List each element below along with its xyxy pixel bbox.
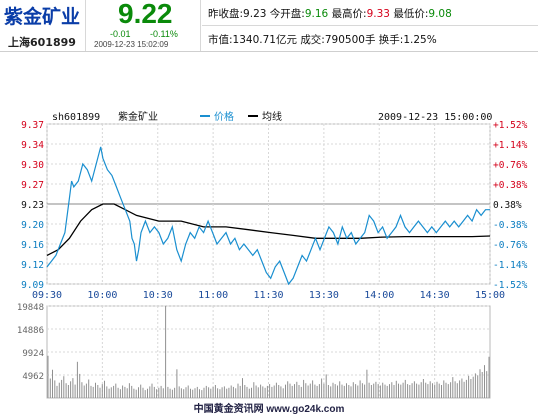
current-price: 9.22 bbox=[118, 0, 173, 29]
footer-credit: 中国黄金资讯网 www.go24k.com bbox=[193, 404, 345, 415]
percent-tick-label: +1.52% bbox=[493, 120, 528, 131]
volume-tick-label: 9924 bbox=[22, 349, 44, 359]
y-tick-label: 9.23 bbox=[21, 200, 44, 211]
high-value: 9.33 bbox=[366, 8, 390, 20]
stock-name: 紫金矿业 bbox=[4, 6, 81, 28]
stock-code: 上海601899 bbox=[8, 36, 76, 49]
y-tick-label: 9.34 bbox=[21, 140, 44, 151]
y-tick-label: 9.12 bbox=[21, 260, 44, 271]
percent-tick-label: -0.38% bbox=[493, 220, 528, 231]
stock-identity: 紫金矿业 上海601899 bbox=[0, 0, 86, 51]
low-value: 9.08 bbox=[428, 8, 452, 20]
percent-tick-label: +0.38% bbox=[493, 180, 528, 191]
turnover-label: 换手: bbox=[378, 34, 404, 46]
chart-stock-name: 紫金矿业 bbox=[118, 110, 158, 123]
percent-tick-label: 0.38% bbox=[493, 200, 522, 211]
legend-price-label: 价格 bbox=[214, 110, 234, 123]
y-tick-label: 9.27 bbox=[21, 180, 44, 191]
percent-tick-label: +0.76% bbox=[493, 160, 528, 171]
price-change: -0.01 bbox=[110, 29, 131, 39]
percent-tick-label: -1.14% bbox=[493, 260, 528, 271]
high-label: 最高价: bbox=[331, 8, 367, 20]
open-label: 今开盘: bbox=[269, 8, 305, 20]
open-value: 9.16 bbox=[304, 8, 329, 20]
x-tick-label: 11:00 bbox=[198, 290, 228, 301]
x-tick-label: 14:30 bbox=[420, 290, 450, 301]
price-change-percent: -0.11% bbox=[150, 29, 178, 39]
price-panel: 9.22 -0.01 -0.11% 2009-12-23 15:02:09 bbox=[86, 0, 201, 51]
x-tick-label: 15:00 bbox=[475, 290, 505, 301]
x-tick-label: 10:30 bbox=[143, 290, 173, 301]
intraday-chart: sh601899 紫金矿业 价格 均线 2009-12-23 15:00:00 9.37 +… bbox=[17, 110, 528, 399]
prev-close-label: 昨收盘: bbox=[208, 8, 244, 20]
average-line bbox=[46, 203, 491, 256]
legend-average-label: 均线 bbox=[262, 110, 282, 123]
volume-tick-label: 4962 bbox=[22, 372, 44, 382]
chart-datetime: 2009-12-23 15:00:00 bbox=[378, 112, 492, 123]
market-cap-value: 1340.71亿元 bbox=[232, 34, 297, 46]
market-cap-label: 市值: bbox=[208, 34, 233, 46]
prev-close-value: 9.23 bbox=[243, 8, 267, 20]
quote-row-prices: 昨收盘:9.23 今开盘:9.16 最高价:9.33 最低价:9.08 bbox=[202, 0, 538, 26]
quote-row-volume: 市值:1340.71亿元 成交:790500手 换手:1.25% bbox=[202, 26, 538, 51]
y-tick-label: 9.37 bbox=[21, 120, 44, 131]
y-tick-label: 9.30 bbox=[21, 160, 44, 171]
volume-value: 790500手 bbox=[324, 34, 376, 46]
y-tick-label: 9.20 bbox=[21, 220, 44, 231]
percent-tick-label: -1.52% bbox=[493, 280, 528, 291]
x-tick-label: 10:00 bbox=[87, 290, 117, 301]
volume-label: 成交: bbox=[300, 34, 325, 46]
y-tick-label: 9.16 bbox=[21, 240, 44, 251]
x-tick-label: 14:00 bbox=[364, 290, 394, 301]
turnover-value: 1.25% bbox=[403, 34, 437, 46]
price-line bbox=[46, 146, 490, 286]
quote-timestamp: 2009-12-23 15:02:09 bbox=[94, 40, 169, 49]
volume-tick-label: 14886 bbox=[17, 326, 44, 336]
percent-tick-label: -0.76% bbox=[493, 240, 528, 251]
percent-tick-label: +1.14% bbox=[493, 140, 528, 151]
chart-symbol: sh601899 bbox=[52, 112, 100, 123]
x-tick-label: 09:30 bbox=[32, 290, 62, 301]
x-tick-label: 13:30 bbox=[309, 290, 339, 301]
x-tick-label: 11:30 bbox=[253, 290, 283, 301]
low-label: 最低价: bbox=[393, 8, 429, 20]
quote-header: 紫金矿业 上海601899 9.22 -0.01 -0.11% 2009-12-… bbox=[0, 0, 538, 52]
volume-tick-label: 19848 bbox=[17, 303, 44, 313]
y-tick-label: 9.09 bbox=[21, 280, 44, 291]
